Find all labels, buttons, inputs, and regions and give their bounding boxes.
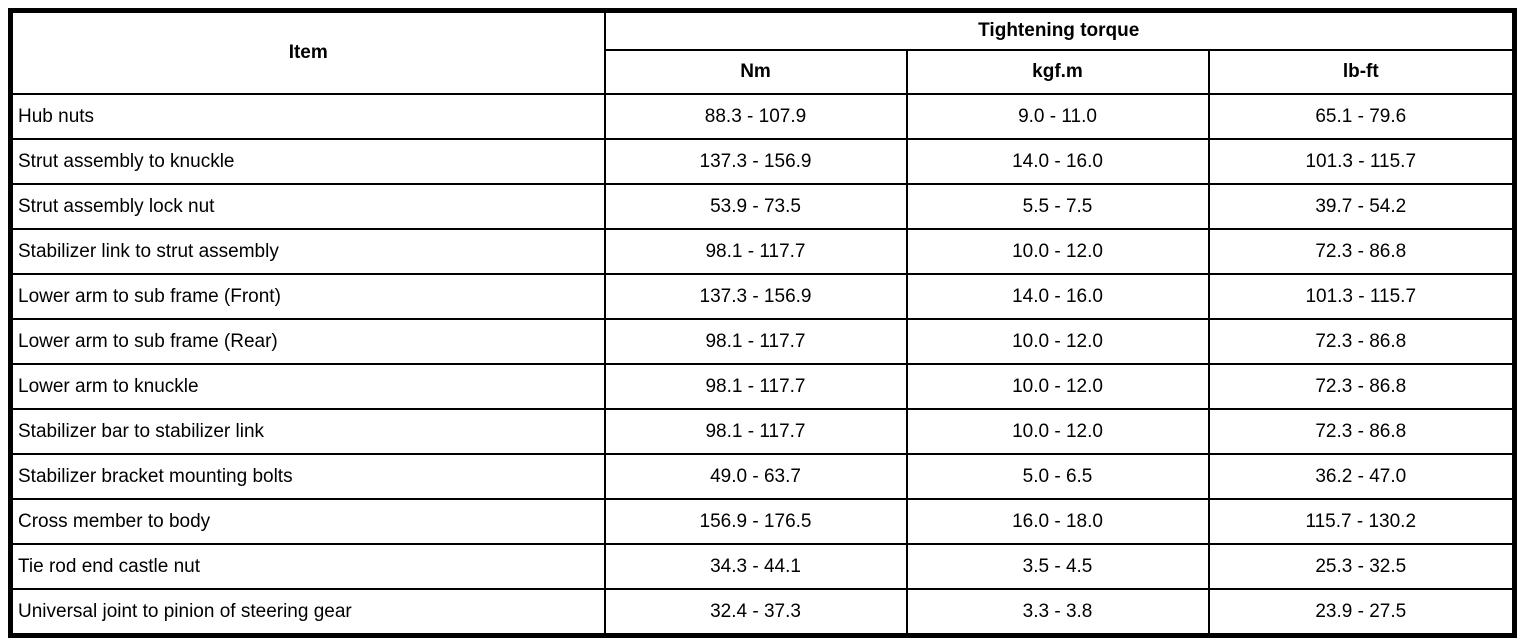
item-cell: Lower arm to sub frame (Front) — [9, 273, 606, 320]
table-row: Stabilizer bracket mounting bolts 49.0 - … — [9, 453, 1516, 500]
table-row: Strut assembly to knuckle 137.3 - 156.9 14… — [9, 138, 1516, 185]
nm-column-header: Nm — [603, 49, 908, 95]
nm-value-cell: 137.3 - 156.9 — [603, 138, 908, 185]
lbft-value-cell: 72.3 - 86.8 — [1207, 318, 1516, 365]
table-row: Stabilizer bar to stabilizer link 98.1 - … — [9, 408, 1516, 455]
kgfm-value-cell: 5.5 - 7.5 — [905, 183, 1210, 230]
item-cell: Stabilizer bracket mounting bolts — [9, 453, 606, 500]
item-cell: Strut assembly to knuckle — [9, 138, 606, 185]
lbft-value-cell: 101.3 - 115.7 — [1207, 273, 1516, 320]
lbft-value-cell: 115.7 - 130.2 — [1207, 498, 1516, 545]
lbft-value-cell: 101.3 - 115.7 — [1207, 138, 1516, 185]
kgfm-value-cell: 10.0 - 12.0 — [905, 318, 1210, 365]
kgfm-column-header: kgf.m — [905, 49, 1210, 95]
item-cell: Strut assembly lock nut — [9, 183, 606, 230]
lbft-value-cell: 39.7 - 54.2 — [1207, 183, 1516, 230]
nm-value-cell: 32.4 - 37.3 — [603, 588, 908, 637]
item-cell: Universal joint to pinion of steering ge… — [9, 588, 606, 637]
table-row: Hub nuts 88.3 - 107.9 9.0 - 11.0 65.1 - 79.… — [9, 93, 1516, 140]
table-row: Universal joint to pinion of steering ge… — [9, 588, 1516, 637]
item-cell: Lower arm to sub frame (Rear) — [9, 318, 606, 365]
table-header: Item Tightening torque Nm kgf.m lb-ft — [9, 9, 1516, 95]
item-cell: Stabilizer link to strut assembly — [9, 228, 606, 275]
table-row: Stabilizer link to strut assembly 98.1 - … — [9, 228, 1516, 275]
table-row: Cross member to body 156.9 - 176.5 16.0 - … — [9, 498, 1516, 545]
lbft-value-cell: 23.9 - 27.5 — [1207, 588, 1516, 637]
item-cell: Stabilizer bar to stabilizer link — [9, 408, 606, 455]
item-column-header: Item — [9, 9, 606, 95]
kgfm-value-cell: 10.0 - 12.0 — [905, 363, 1210, 410]
item-cell: Lower arm to knuckle — [9, 363, 606, 410]
item-cell: Hub nuts — [9, 93, 606, 140]
lbft-value-cell: 72.3 - 86.8 — [1207, 228, 1516, 275]
kgfm-value-cell: 5.0 - 6.5 — [905, 453, 1210, 500]
lbft-value-cell: 72.3 - 86.8 — [1207, 408, 1516, 455]
nm-value-cell: 137.3 - 156.9 — [603, 273, 908, 320]
kgfm-value-cell: 16.0 - 18.0 — [905, 498, 1210, 545]
kgfm-value-cell: 3.3 - 3.8 — [905, 588, 1210, 637]
kgfm-value-cell: 9.0 - 11.0 — [905, 93, 1210, 140]
lbft-value-cell: 36.2 - 47.0 — [1207, 453, 1516, 500]
nm-value-cell: 98.1 - 117.7 — [603, 318, 908, 365]
nm-value-cell: 98.1 - 117.7 — [603, 363, 908, 410]
lbft-value-cell: 65.1 - 79.6 — [1207, 93, 1516, 140]
torque-table-body: Hub nuts 88.3 - 107.9 9.0 - 11.0 65.1 - 79.… — [9, 93, 1516, 637]
kgfm-value-cell: 14.0 - 16.0 — [905, 273, 1210, 320]
nm-value-cell: 156.9 - 176.5 — [603, 498, 908, 545]
tightening-torque-group-header: Tightening torque — [603, 9, 1516, 51]
header-row-group: Item Tightening torque — [9, 9, 1516, 95]
lbft-value-cell: 25.3 - 32.5 — [1207, 543, 1516, 590]
lbft-value-cell: 72.3 - 86.8 — [1207, 363, 1516, 410]
table-row: Strut assembly lock nut 53.9 - 73.5 5.5 - … — [9, 183, 1516, 230]
item-cell: Cross member to body — [9, 498, 606, 545]
kgfm-value-cell: 14.0 - 16.0 — [905, 138, 1210, 185]
item-cell: Tie rod end castle nut — [9, 543, 606, 590]
nm-value-cell: 53.9 - 73.5 — [603, 183, 908, 230]
nm-value-cell: 34.3 - 44.1 — [603, 543, 908, 590]
page: Item Tightening torque Nm kgf.m lb-ft Hu… — [8, 8, 1517, 638]
nm-value-cell: 49.0 - 63.7 — [603, 453, 908, 500]
kgfm-value-cell: 10.0 - 12.0 — [905, 228, 1210, 275]
table-row: Tie rod end castle nut 34.3 - 44.1 3.5 - 4… — [9, 543, 1516, 590]
lbft-column-header: lb-ft — [1207, 49, 1516, 95]
tightening-torque-table: Item Tightening torque Nm kgf.m lb-ft Hu… — [8, 8, 1517, 638]
table-row: Lower arm to knuckle 98.1 - 117.7 10.0 - 1… — [9, 363, 1516, 410]
nm-value-cell: 88.3 - 107.9 — [603, 93, 908, 140]
kgfm-value-cell: 10.0 - 12.0 — [905, 408, 1210, 455]
kgfm-value-cell: 3.5 - 4.5 — [905, 543, 1210, 590]
nm-value-cell: 98.1 - 117.7 — [603, 228, 908, 275]
table-row: Lower arm to sub frame (Front) 137.3 - 15… — [9, 273, 1516, 320]
header-row-units: Nm kgf.m lb-ft — [11, 49, 1516, 95]
nm-value-cell: 98.1 - 117.7 — [603, 408, 908, 455]
table-row: Lower arm to sub frame (Rear) 98.1 - 117.… — [9, 318, 1516, 365]
